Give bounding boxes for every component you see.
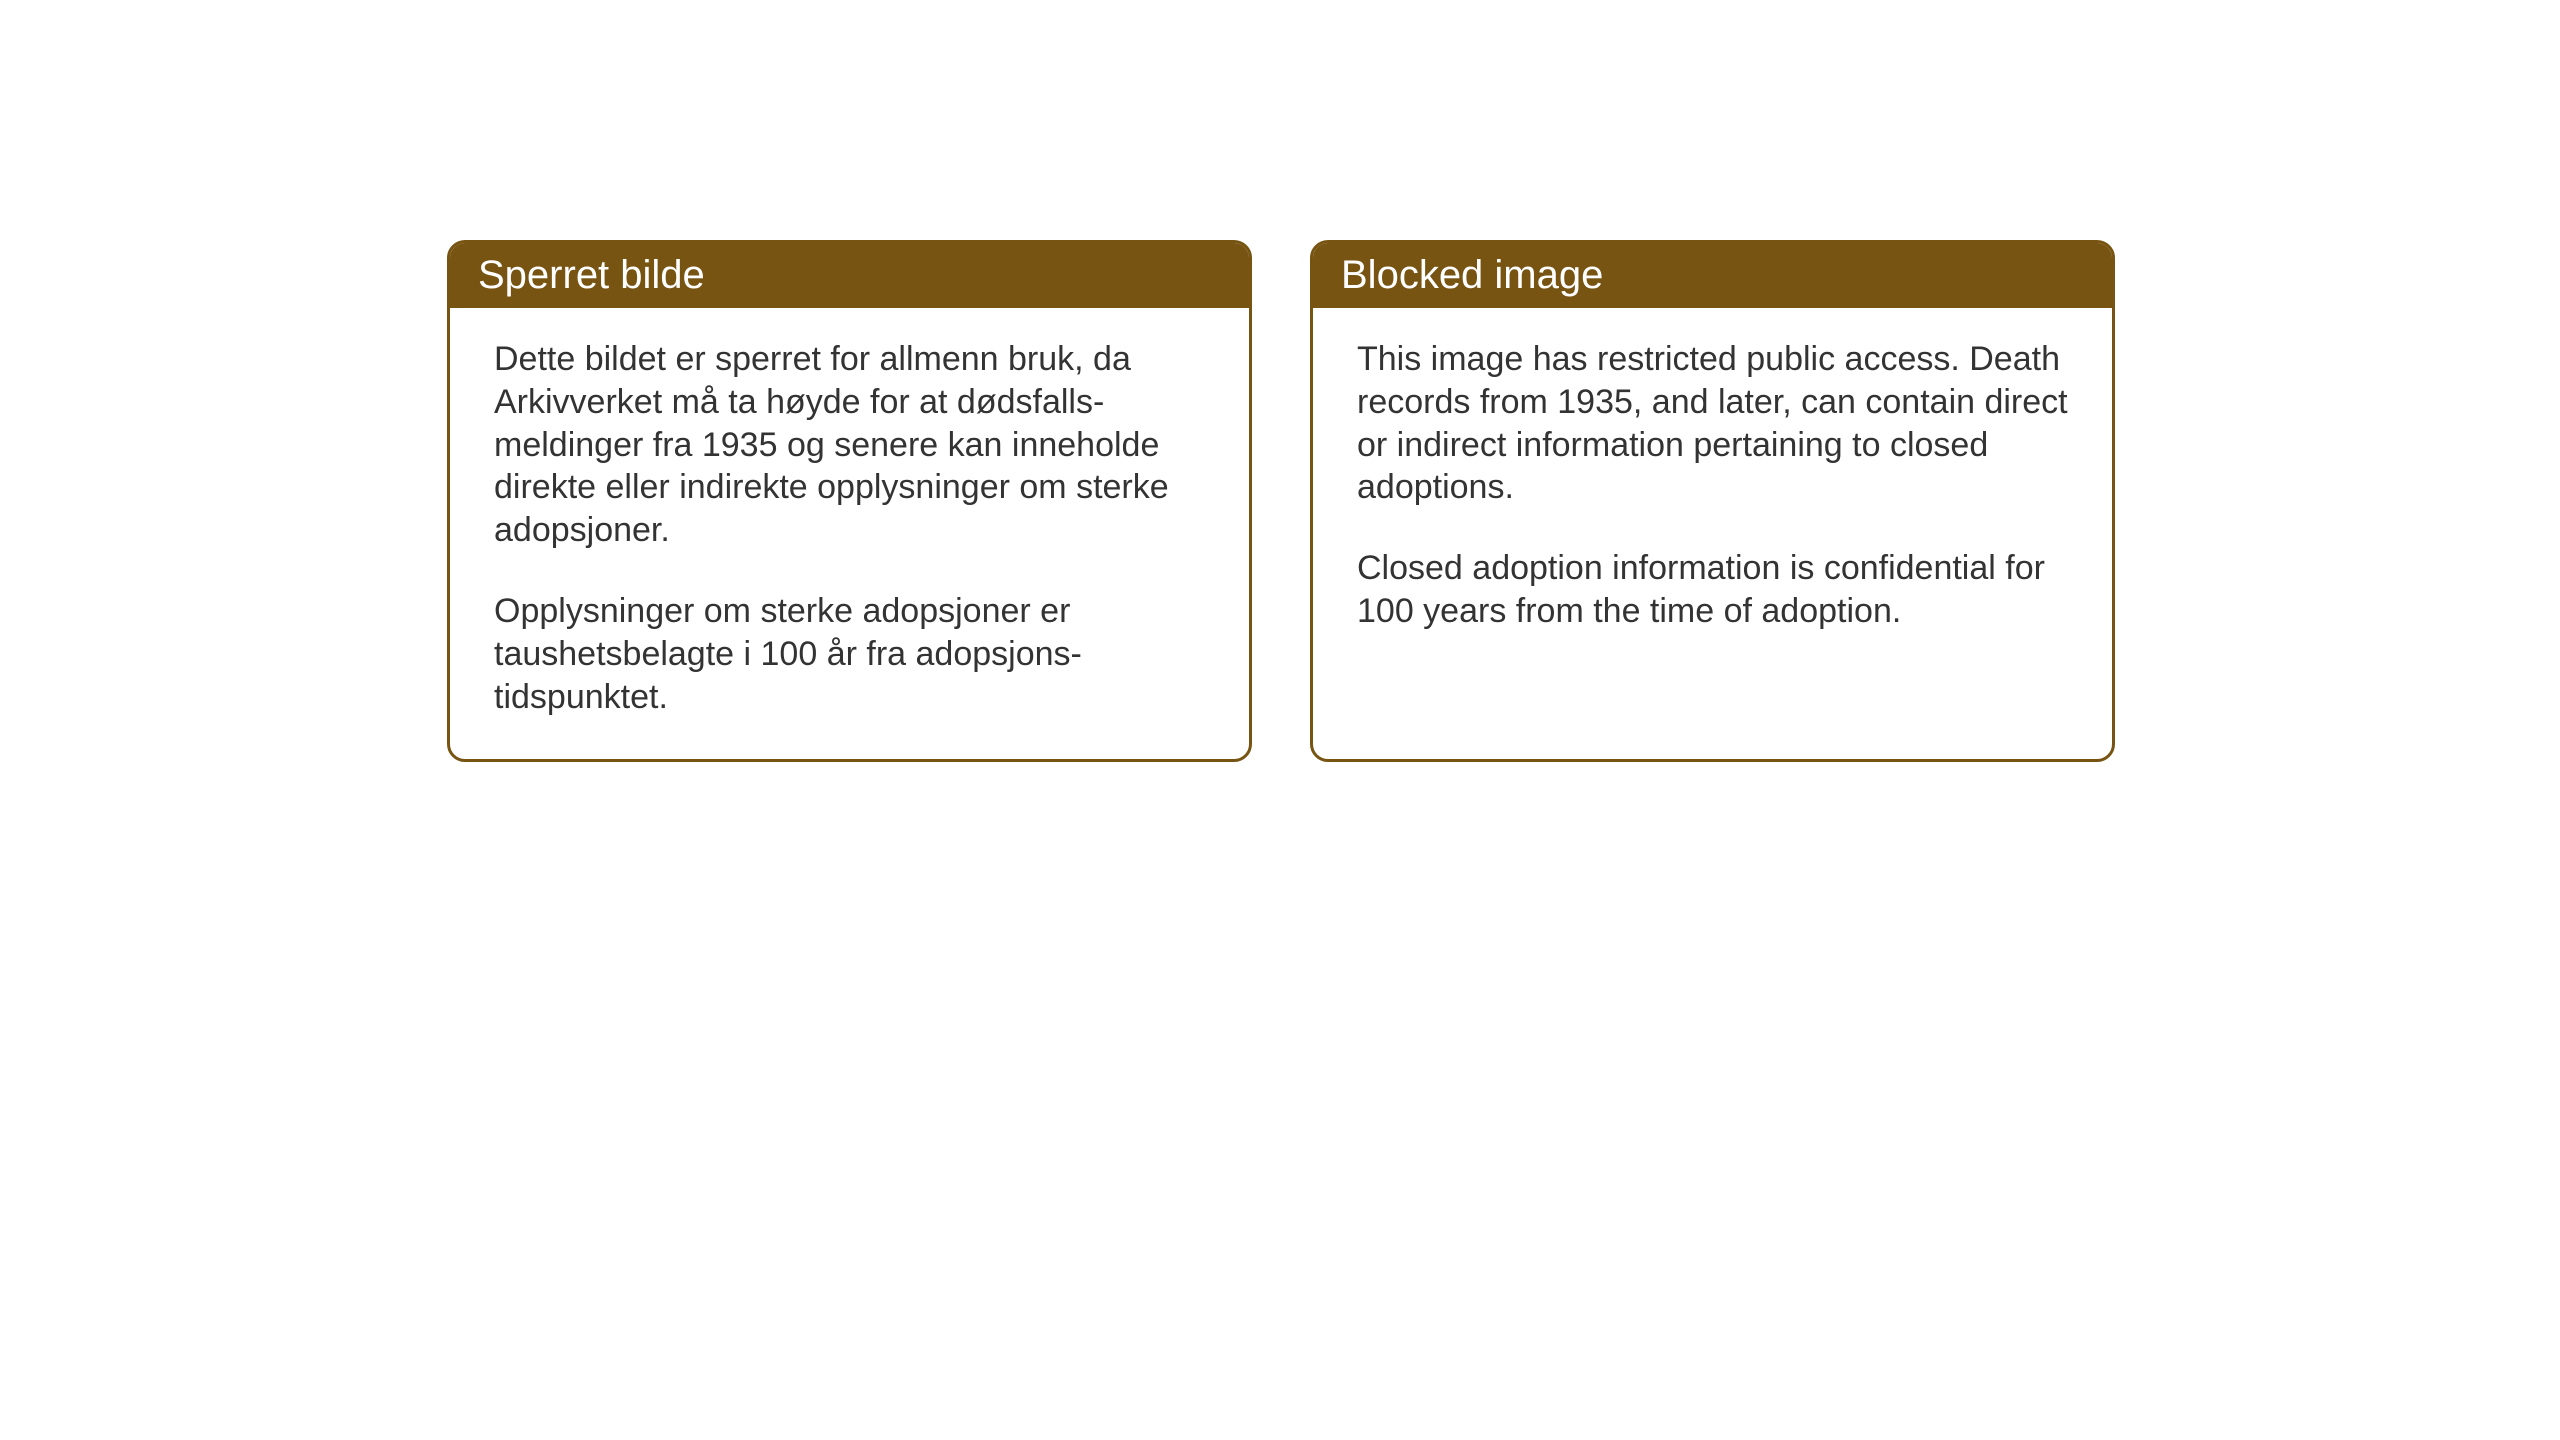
english-card-title: Blocked image xyxy=(1341,253,1603,297)
norwegian-card-header: Sperret bilde xyxy=(450,243,1249,308)
norwegian-notice-card: Sperret bilde Dette bildet er sperret fo… xyxy=(447,240,1252,762)
norwegian-paragraph-2: Opplysninger om sterke adopsjoner er tau… xyxy=(494,590,1205,718)
english-card-header: Blocked image xyxy=(1313,243,2112,308)
english-notice-card: Blocked image This image has restricted … xyxy=(1310,240,2115,762)
notice-cards-container: Sperret bilde Dette bildet er sperret fo… xyxy=(447,240,2115,762)
norwegian-card-title: Sperret bilde xyxy=(478,253,705,297)
english-paragraph-2: Closed adoption information is confident… xyxy=(1357,547,2068,633)
norwegian-card-body: Dette bildet er sperret for allmenn bruk… xyxy=(450,308,1249,759)
norwegian-paragraph-1: Dette bildet er sperret for allmenn bruk… xyxy=(494,338,1205,552)
english-card-body: This image has restricted public access.… xyxy=(1313,308,2112,673)
english-paragraph-1: This image has restricted public access.… xyxy=(1357,338,2068,509)
